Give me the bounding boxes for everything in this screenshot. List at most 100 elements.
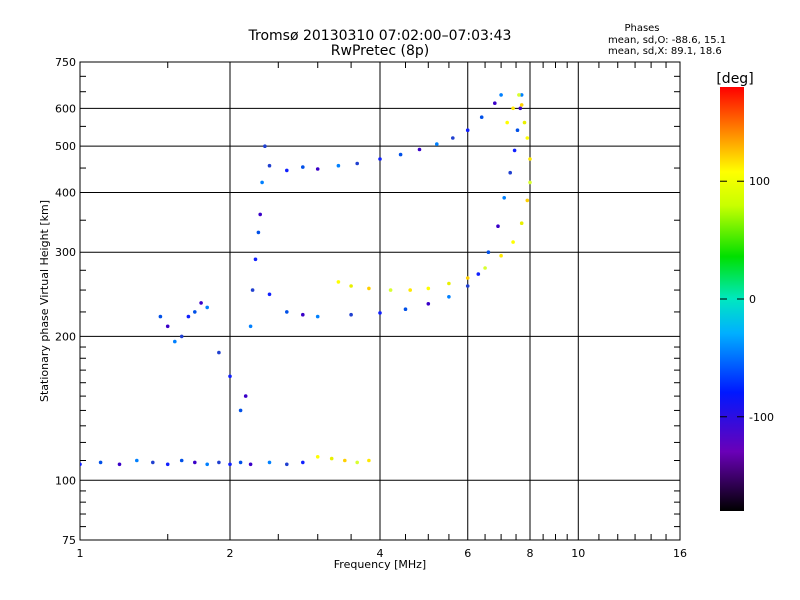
data-point-o [248,462,253,467]
y-tick-label: 400 [55,186,76,199]
data-point-o [253,257,258,262]
data-point-o [267,292,272,297]
data-point-o [479,115,484,119]
data-point-o [243,394,248,398]
data-point-o [263,144,267,148]
data-point-o [250,288,255,292]
data-point-x [517,93,521,97]
data-point-o [378,157,382,161]
data-point-o [193,310,197,314]
data-point-o [519,93,524,97]
colorbar-ticks: 100 0 -100 [720,175,774,424]
data-point-o [417,147,422,152]
data-point-o [267,460,272,465]
data-point-o [228,374,232,379]
data-point-o [378,311,382,315]
info-line-o: mean, sd,O: -88.6, 15.1 [608,35,726,46]
data-point-o [355,161,360,166]
data-point-o [267,163,272,168]
data-point-x [408,288,413,292]
data-point-o [199,301,203,305]
data-point-x [355,460,360,465]
data-point-o [301,165,305,169]
x-axis-label: Frequency [MHz] [334,558,426,571]
x-tick-label: 6 [464,547,471,560]
data-point-o [301,460,305,465]
data-point-o [135,458,139,463]
chart-title: Tromsø 20130310 07:02:00–07:03:43 [248,28,512,44]
data-point-o [403,307,408,312]
data-point-o [238,408,243,413]
data-point-x [483,266,487,270]
x-tick-label: 4 [377,547,384,560]
colorbar-tick-label: 0 [749,293,756,306]
info-line-x: mean, sd,X: 89.1, 18.6 [608,46,722,57]
colorbar-tick-label: -100 [749,411,774,424]
y-axis-label: Stationary phase Virtual Height [km] [38,200,51,402]
data-point-o [486,250,491,254]
colorbar: [deg] 100 0 -100 [716,71,774,511]
data-points [80,93,532,467]
colorbar-tick-label: 100 [749,175,770,188]
data-point-o [179,334,184,339]
x-tick-labels: 1 2 4 6 8 10 16 [77,547,688,560]
chart-subtitle: RwPretec (8p) [331,43,429,59]
data-point-x [367,458,371,463]
y-tick-label: 600 [55,102,76,115]
data-point-o [336,163,341,168]
data-point-x [447,281,451,286]
data-point-x [505,120,510,125]
x-tick-label: 10 [571,547,585,560]
data-point-o [465,284,470,288]
data-point-o [256,230,261,235]
y-tick-label: 300 [55,246,76,259]
data-point-o [217,350,221,355]
data-point-o [496,224,500,228]
data-point-o [499,93,503,97]
data-point-x [388,288,393,292]
data-point-o [315,167,320,171]
data-point-o [238,460,243,465]
data-point-o [493,101,497,105]
data-point-o [165,462,170,467]
data-point-o [285,168,289,173]
data-point-o [165,324,170,329]
data-point-o [205,462,209,467]
data-point-x [343,458,347,463]
data-point-o [80,462,82,467]
data-point-o [426,302,431,306]
data-point-o [260,180,264,185]
data-point-o [228,462,232,467]
data-point-x [528,157,532,161]
data-point-o [173,339,177,344]
data-point-x [519,103,524,107]
data-point-o [465,128,470,132]
data-point-o [502,196,507,200]
data-point-x [349,284,353,288]
data-point-o [349,312,353,317]
data-point-x [525,198,530,203]
data-point-o [193,460,197,465]
data-point-o [217,460,221,465]
data-point-x [315,455,320,459]
data-point-x [511,240,515,244]
data-point-x [519,221,524,225]
data-point-o [98,460,103,465]
data-point-o [451,136,455,140]
data-point-x [336,280,341,284]
info-title: Phases [624,23,659,34]
data-point-o [476,272,481,276]
data-point-o [179,458,184,463]
y-tick-label: 500 [55,140,76,153]
data-point-o [186,314,191,319]
data-point-o [398,152,403,157]
data-point-o [447,295,451,299]
data-point-o [248,324,253,329]
data-point-o [301,312,305,317]
x-tick-label: 1 [77,547,84,560]
data-point-x [522,120,527,125]
data-point-x [528,180,532,185]
x-tick-label: 16 [673,547,687,560]
data-point-o [512,148,517,153]
